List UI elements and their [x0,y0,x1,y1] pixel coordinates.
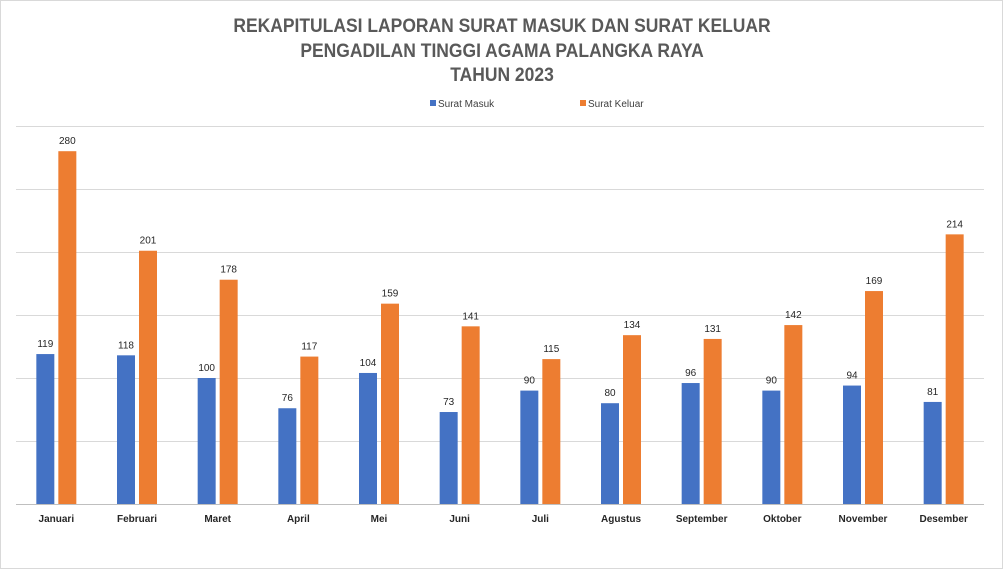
bar-surat-masuk [359,372,377,504]
gridlines [16,126,984,505]
bar-surat-keluar [542,359,561,504]
bar-surat-keluar [945,234,964,505]
x-tick-label: Desember [919,514,967,525]
bar-surat-keluar [703,338,722,504]
data-label: 134 [624,320,641,331]
bar-surat-masuk [681,383,700,504]
data-label: 81 [927,387,939,398]
x-tick-label: Agustus [601,514,641,525]
x-tick-label: Januari [39,514,75,525]
legend-label: Surat Masuk [438,99,495,110]
data-label: 201 [140,236,157,247]
chart-title-line-1: REKAPITULASI LAPORAN SURAT MASUK DAN SUR… [233,16,771,37]
bar-surat-keluar [300,356,319,504]
data-label: 142 [785,310,802,321]
data-label: 96 [685,368,697,379]
legend-label: Surat Keluar [588,99,644,110]
bar-surat-masuk [762,390,781,504]
data-label: 117 [301,342,317,353]
legend-swatch [430,100,436,106]
bar-surat-masuk [601,403,619,504]
x-tick-label: September [676,514,728,525]
bar-surat-masuk [278,408,297,504]
data-label: 90 [766,376,778,387]
data-label: 94 [846,371,858,382]
x-tick-label: April [287,514,310,525]
data-label: 100 [198,363,215,374]
data-label: 80 [604,388,616,399]
data-label: 214 [946,219,963,230]
data-label: 141 [462,311,479,322]
legend: Surat Masuk Surat Keluar [430,99,644,110]
x-tick-label: Mei [371,514,388,525]
data-labels: 119 280 118 201 100 178 76 117 104 159 73 141 90 115 8… [37,136,963,408]
x-tick-label: Oktober [763,514,801,525]
bar-surat-masuk [117,355,135,504]
data-label: 169 [866,276,883,287]
bar-surat-masuk [520,390,539,504]
data-label: 104 [360,358,377,369]
chart-title-line-3: TAHUN 2023 [450,65,554,86]
bar-surat-keluar [58,151,77,504]
bar-surat-keluar [865,291,883,504]
data-label: 131 [704,324,721,335]
data-label: 118 [118,340,134,351]
bar-surat-keluar [381,303,399,504]
bar-surat-masuk [197,378,216,504]
bar-surat-keluar [139,250,157,504]
data-label: 73 [443,397,455,408]
bar-surat-masuk [36,354,55,504]
x-tick-label: Februari [117,514,157,525]
bar-surat-keluar [461,326,480,504]
x-tick-label: Juni [449,514,470,525]
data-label: 115 [543,344,559,355]
bar-surat-keluar [784,325,803,504]
data-label: 159 [382,289,399,300]
bar-surat-keluar [219,279,238,504]
x-tick-label: Juli [532,514,549,525]
bars [36,151,964,505]
x-tick-label: Maret [204,514,231,525]
bar-surat-masuk [923,401,942,504]
data-label: 76 [282,393,294,404]
bar-surat-masuk [843,385,861,504]
data-label: 119 [37,339,53,350]
x-tick-label: November [839,514,888,525]
bar-surat-keluar [623,335,641,504]
x-axis-tick-labels: Januari Februari Maret April Mei Juni Juli Agus… [39,514,968,525]
data-label: 178 [220,265,237,276]
legend-swatch [580,100,586,106]
bar-surat-masuk [439,412,458,504]
data-label: 90 [524,376,536,387]
chart-title-line-2: PENGADILAN TINGGI AGAMA PALANGKA RAYA [300,41,704,62]
data-label: 280 [59,136,76,147]
